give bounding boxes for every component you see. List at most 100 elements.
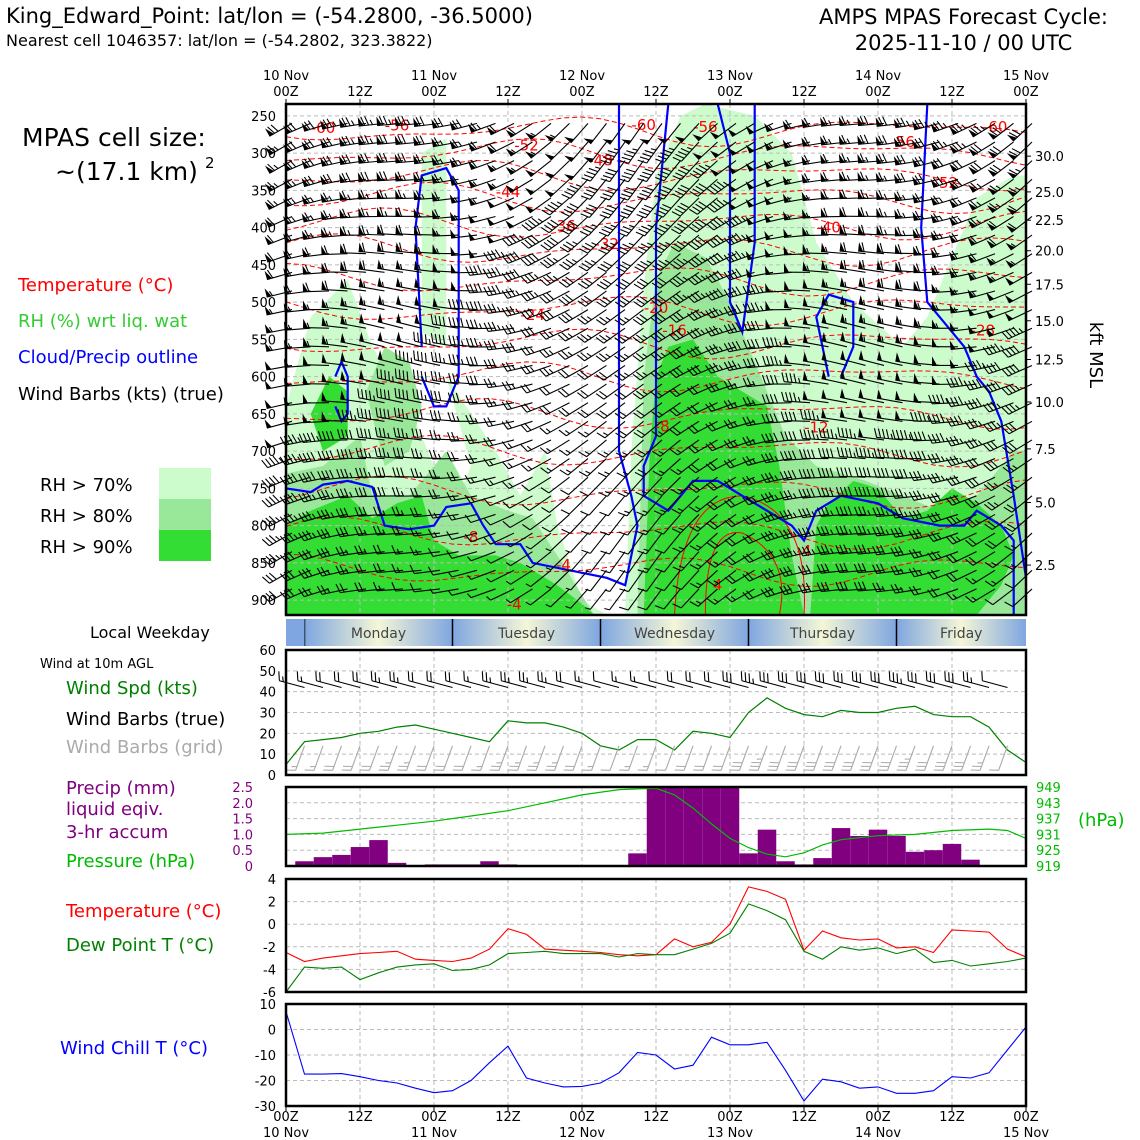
section-wind-barb-feather: [890, 489, 896, 499]
section-wind-barb-flag: [639, 138, 650, 145]
section-wind-barb-feather: [927, 414, 933, 424]
section-wind-barb-flag: [583, 138, 594, 144]
section-wind-barb: [659, 271, 681, 289]
section-wind-barb-feather: [368, 390, 372, 401]
chill-ytick-label: 0: [268, 1024, 276, 1039]
section-wind-barb-feather: [872, 545, 878, 556]
section-wind-barb-feather: [598, 231, 609, 237]
section-wind-barb: [641, 290, 663, 308]
cell-size-value: ~(17.1 km): [55, 157, 198, 186]
section-wind-barb-flag: [264, 324, 272, 333]
bottom-axis-date: 10 Nov: [263, 1126, 309, 1140]
section-wind-barb-feather: [291, 492, 298, 501]
section-wind-barb-feather: [949, 416, 956, 426]
section-wind-barb-flag: [544, 190, 555, 197]
section-wind-barb-feather: [266, 234, 274, 243]
section-wind-barb-half-feather: [696, 544, 702, 549]
section-wind-barb-feather: [597, 266, 607, 273]
section-wind-barb-flag: [821, 225, 827, 235]
section-wind-barb-feather: [561, 350, 570, 358]
section-wind-barb: [304, 551, 330, 561]
section-wind-barb-feather: [491, 267, 497, 277]
section-wind-barb-feather: [986, 402, 994, 411]
section-wind-barb-flag: [264, 270, 272, 280]
section-wind-barb: [546, 402, 570, 416]
section-wind-barb-feather: [735, 286, 742, 295]
section-wind-barb-feather: [287, 454, 294, 464]
section-wind-barb-feather: [861, 525, 867, 535]
section-wind-barb: [858, 377, 885, 385]
surface-wind-barb-true-feather: [766, 673, 769, 683]
section-wind-barb-feather: [784, 431, 789, 441]
section-wind-barb: [587, 458, 607, 477]
section-wind-barb-feather: [1008, 205, 1017, 212]
section-wind-barb-feather: [731, 234, 739, 243]
section-wind-barb-half-feather: [660, 371, 666, 376]
section-wind-barb: [570, 141, 589, 162]
section-wind-barb-feather: [456, 354, 460, 365]
section-wind-barb-feather: [989, 148, 999, 155]
section-wind-barb-feather: [329, 469, 335, 479]
section-wind-barb-feather: [750, 358, 756, 368]
section-wind-barb-feather: [584, 277, 593, 285]
section-wind-barb-feather: [843, 242, 847, 252]
section-wind-barb-feather: [990, 420, 998, 429]
section-wind-barb-feather: [430, 351, 434, 362]
weekday-band-lead: [286, 619, 305, 646]
section-wind-barb-flag: [414, 260, 420, 270]
section-wind-barb-feather: [413, 350, 416, 360]
section-wind-barb-flag: [802, 333, 808, 343]
section-wind-barb: [395, 396, 422, 404]
section-wind-barb-feather: [853, 581, 859, 592]
surface-wind-barb-true-feather: [522, 672, 525, 682]
section-wind-barb: [395, 416, 422, 422]
section-wind-barb-feather: [316, 530, 323, 539]
section-wind-barb-half-feather: [287, 343, 292, 349]
section-wind-barb-flag: [338, 118, 346, 128]
section-wind-barb-feather: [879, 225, 884, 235]
section-wind-barb-feather: [577, 282, 587, 289]
section-wind-barb-half-feather: [545, 548, 551, 552]
section-wind-barb: [748, 532, 774, 545]
section-wind-barb-flag: [801, 173, 808, 183]
section-wind-barb-feather: [742, 417, 748, 426]
section-wind-barb-half-feather: [792, 493, 797, 499]
section-wind-barb-feather: [360, 428, 364, 438]
section-wind-barb-feather: [982, 404, 990, 413]
section-wind-barb: [507, 309, 533, 317]
section-wind-barb-flag: [782, 139, 790, 149]
section-wind-barb-half-feather: [419, 452, 423, 459]
section-wind-barb: [549, 197, 570, 216]
section-wind-barb-feather: [912, 548, 919, 558]
section-wind-barb-flag: [987, 187, 997, 195]
section-wind-barb: [510, 141, 533, 157]
section-wind-barb-half-feather: [610, 224, 616, 228]
section-wind-barb: [546, 420, 570, 435]
section-wind-barb-feather: [618, 531, 628, 536]
section-wind-barb-feather: [378, 134, 384, 144]
section-wind-barb-feather: [712, 271, 720, 280]
section-wind-barb-feather: [520, 424, 528, 433]
section-wind-barb-feather: [903, 468, 908, 479]
section-wind-barb-flag: [821, 295, 827, 306]
surface-wind-barb-grid: [702, 745, 713, 771]
section-wind-barb-feather: [597, 452, 606, 458]
top-axis-date: 14 Nov: [855, 69, 901, 84]
section-wind-barb: [627, 588, 644, 611]
section-wind-barb-feather: [579, 248, 589, 254]
section-wind-barb-flag: [564, 155, 575, 162]
section-wind-barb-feather: [872, 526, 878, 537]
section-wind-barb-feather: [774, 337, 779, 347]
section-wind-barb-feather: [914, 157, 921, 166]
section-wind-barb-half-feather: [805, 230, 810, 236]
section-wind-barb-feather: [672, 295, 681, 303]
section-wind-barb-feather: [452, 120, 459, 129]
section-wind-barb-flag: [396, 331, 402, 342]
surface-wind-barb-true: [482, 680, 509, 689]
section-wind-barb-flag: [486, 126, 496, 135]
temp-ytick-label: 2: [268, 896, 276, 911]
surface-wind-barb-true: [575, 680, 601, 689]
section-wind-barb: [566, 439, 589, 456]
section-wind-barb: [952, 513, 977, 526]
section-wind-barb: [622, 290, 644, 308]
